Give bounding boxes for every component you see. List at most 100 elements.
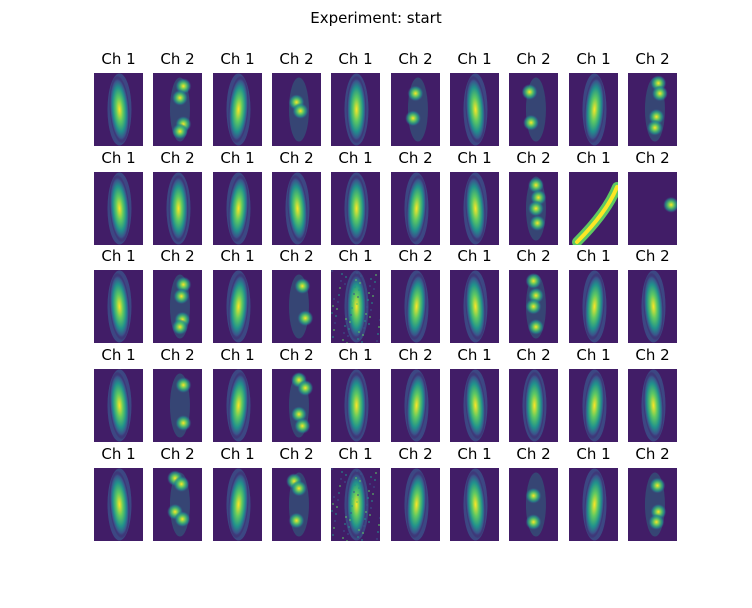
- micrograph-panel: [450, 172, 499, 245]
- panel-title: Ch 1: [576, 149, 611, 167]
- micrograph-panel: [213, 172, 262, 245]
- panel-title: Ch 1: [220, 445, 255, 463]
- panel-title: Ch 1: [338, 149, 373, 167]
- micrograph-panel: [628, 172, 677, 245]
- micrograph-panel: [628, 270, 677, 343]
- micrograph-panel: [509, 172, 558, 245]
- micrograph-panel: [331, 270, 380, 343]
- panel-title: Ch 2: [279, 445, 314, 463]
- micrograph-panel: [331, 172, 380, 245]
- panel-title: Ch 2: [398, 149, 433, 167]
- panel-title: Ch 1: [101, 149, 136, 167]
- micrograph-panel: [569, 270, 618, 343]
- micrograph-panel: [94, 369, 143, 442]
- panel-title: Ch 2: [160, 346, 195, 364]
- panel-title: Ch 2: [516, 445, 551, 463]
- micrograph-panel: [272, 172, 321, 245]
- panel-title: Ch 1: [457, 247, 492, 265]
- panel-title: Ch 2: [160, 445, 195, 463]
- micrograph-panel: [391, 468, 440, 541]
- micrograph-panel: [153, 270, 202, 343]
- panel-title: Ch 2: [160, 247, 195, 265]
- micrograph-panel: [450, 468, 499, 541]
- micrograph-panel: [450, 73, 499, 146]
- panel-title: Ch 2: [160, 149, 195, 167]
- micrograph-panel: [213, 468, 262, 541]
- micrograph-panel: [509, 270, 558, 343]
- micrograph-panel: [628, 369, 677, 442]
- micrograph-panel: [450, 270, 499, 343]
- micrograph-panel: [213, 270, 262, 343]
- micrograph-panel: [331, 468, 380, 541]
- micrograph-panel: [213, 73, 262, 146]
- panel-title: Ch 2: [516, 346, 551, 364]
- micrograph-panel: [628, 468, 677, 541]
- micrograph-panel: [509, 73, 558, 146]
- panel-title: Ch 2: [635, 346, 670, 364]
- panel-title: Ch 1: [101, 445, 136, 463]
- panel-title: Ch 1: [576, 247, 611, 265]
- panel-title: Ch 2: [398, 346, 433, 364]
- panel-title: Ch 1: [457, 445, 492, 463]
- panel-title: Ch 2: [516, 50, 551, 68]
- panel-title: Ch 1: [457, 50, 492, 68]
- micrograph-panel: [153, 468, 202, 541]
- panel-title: Ch 1: [576, 346, 611, 364]
- panel-title: Ch 2: [279, 346, 314, 364]
- panel-title: Ch 2: [279, 149, 314, 167]
- micrograph-panel: [94, 73, 143, 146]
- panel-title: Ch 2: [279, 247, 314, 265]
- micrograph-panel: [272, 369, 321, 442]
- micrograph-panel: [272, 73, 321, 146]
- panel-title: Ch 2: [160, 50, 195, 68]
- micrograph-panel: [94, 468, 143, 541]
- panel-title: Ch 1: [338, 445, 373, 463]
- micrograph-panel: [391, 73, 440, 146]
- micrograph-panel: [153, 369, 202, 442]
- micrograph-panel: [569, 369, 618, 442]
- micrograph-panel: [213, 369, 262, 442]
- micrograph-panel: [391, 270, 440, 343]
- panel-title: Ch 1: [457, 149, 492, 167]
- micrograph-panel: [94, 270, 143, 343]
- panel-title: Ch 2: [516, 247, 551, 265]
- micrograph-panel: [628, 73, 677, 146]
- micrograph-panel: [569, 73, 618, 146]
- micrograph-panel: [94, 172, 143, 245]
- micrograph-panel: [391, 369, 440, 442]
- panel-title: Ch 1: [338, 247, 373, 265]
- panel-title: Ch 1: [338, 50, 373, 68]
- panel-title: Ch 2: [398, 50, 433, 68]
- figure-title: Experiment: start: [310, 9, 442, 27]
- panel-title: Ch 2: [635, 445, 670, 463]
- micrograph-panel: [331, 73, 380, 146]
- micrograph-panel: [391, 172, 440, 245]
- panel-title: Ch 1: [220, 149, 255, 167]
- panel-title: Ch 1: [101, 247, 136, 265]
- panel-title: Ch 2: [398, 247, 433, 265]
- panel-title: Ch 1: [101, 346, 136, 364]
- micrograph-panel: [153, 73, 202, 146]
- micrograph-panel: [153, 172, 202, 245]
- panel-title: Ch 1: [576, 50, 611, 68]
- panel-title: Ch 1: [220, 247, 255, 265]
- panel-title: Ch 1: [457, 346, 492, 364]
- panel-title: Ch 2: [635, 50, 670, 68]
- panel-title: Ch 2: [279, 50, 314, 68]
- panel-title: Ch 1: [576, 445, 611, 463]
- micrograph-panel: [331, 369, 380, 442]
- panel-title: Ch 1: [101, 50, 136, 68]
- micrograph-panel: [450, 369, 499, 442]
- micrograph-panel: [569, 172, 618, 245]
- panel-title: Ch 1: [338, 346, 373, 364]
- panel-title: Ch 2: [635, 149, 670, 167]
- micrograph-panel: [509, 468, 558, 541]
- micrograph-panel: [569, 468, 618, 541]
- panel-title: Ch 2: [516, 149, 551, 167]
- panel-title: Ch 2: [635, 247, 670, 265]
- micrograph-panel: [272, 468, 321, 541]
- panel-title: Ch 1: [220, 50, 255, 68]
- panel-title: Ch 1: [220, 346, 255, 364]
- micrograph-panel: [272, 270, 321, 343]
